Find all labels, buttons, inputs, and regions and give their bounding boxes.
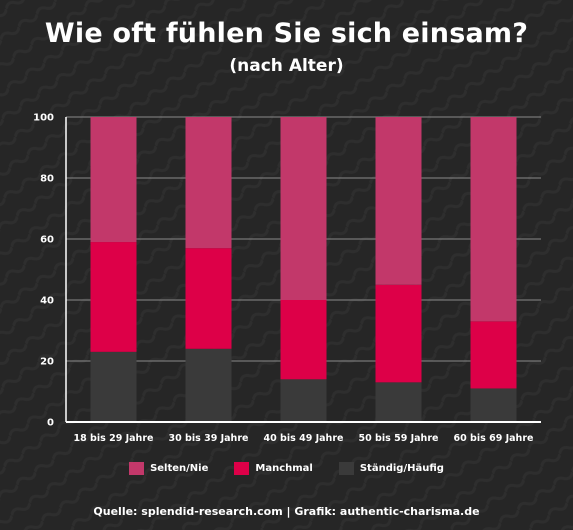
legend-swatch (234, 462, 250, 475)
y-tick-label: 100 (33, 113, 54, 124)
bar-segment (185, 348, 232, 422)
y-tick-label: 80 (40, 174, 54, 185)
y-tick-label: 0 (47, 418, 54, 429)
chart-legend: Selten/Nie Manchmal Ständig/Häufig (0, 462, 573, 475)
bar-segment (90, 242, 137, 352)
bar-segment (375, 117, 422, 285)
y-tick-label: 20 (40, 357, 54, 368)
legend-label: Ständig/Häufig (359, 463, 444, 474)
bar-segment (375, 382, 422, 422)
x-tick-label: 50 bis 59 Jahre (359, 433, 439, 444)
bar-segment (280, 300, 327, 380)
y-tick-label: 60 (40, 235, 54, 246)
chart-subtitle: (nach Alter) (229, 56, 344, 76)
legend-label: Manchmal (255, 463, 313, 474)
chart-title: Wie oft fühlen Sie sich einsam? (44, 18, 529, 49)
x-tick-label: 18 bis 29 Jahre (74, 433, 154, 444)
legend-swatch (338, 462, 354, 475)
bar-segment (280, 117, 327, 300)
bar-segment (470, 117, 517, 322)
bar-segment (90, 117, 137, 243)
legend-swatch (129, 462, 145, 475)
legend-item: Selten/Nie (129, 462, 208, 475)
legend-item: Ständig/Häufig (338, 462, 444, 475)
legend-label: Selten/Nie (150, 463, 209, 474)
bar-segment (185, 248, 232, 349)
x-tick-label: 40 bis 49 Jahre (264, 433, 344, 444)
bar-segment (90, 351, 137, 422)
y-tick-label: 40 (40, 296, 54, 307)
bar-segment (470, 321, 517, 389)
legend-item: Manchmal (234, 462, 313, 475)
bar-segment (280, 379, 327, 422)
bar-segment (470, 388, 517, 422)
x-tick-label: 30 bis 39 Jahre (169, 433, 249, 444)
bar-segment (185, 117, 232, 249)
x-tick-label: 60 bis 69 Jahre (454, 433, 534, 444)
bar-segment (375, 284, 422, 383)
source-credit: Quelle: splendid-research.com | Grafik: … (93, 505, 480, 518)
